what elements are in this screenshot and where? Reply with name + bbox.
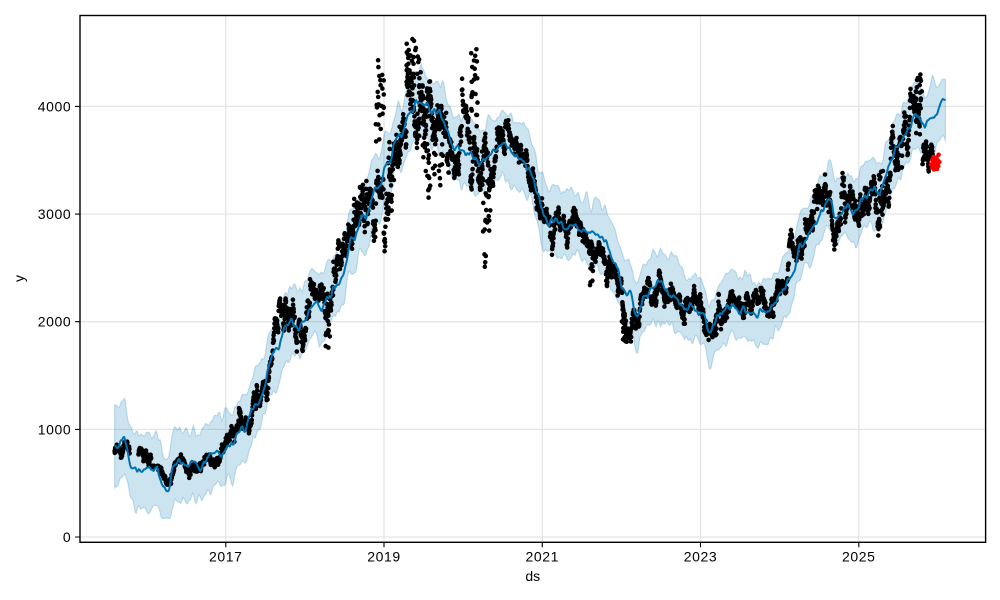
svg-text:2019: 2019	[367, 549, 401, 565]
svg-text:2023: 2023	[684, 549, 718, 565]
svg-text:y: y	[11, 275, 27, 282]
svg-text:2000: 2000	[38, 314, 72, 330]
svg-text:2025: 2025	[842, 549, 876, 565]
svg-text:3000: 3000	[38, 206, 72, 222]
svg-text:2017: 2017	[209, 549, 243, 565]
svg-text:0: 0	[63, 529, 71, 545]
svg-text:2021: 2021	[526, 549, 560, 565]
svg-text:1000: 1000	[38, 421, 72, 437]
svg-text:4000: 4000	[38, 98, 72, 114]
svg-text:ds: ds	[525, 568, 540, 584]
